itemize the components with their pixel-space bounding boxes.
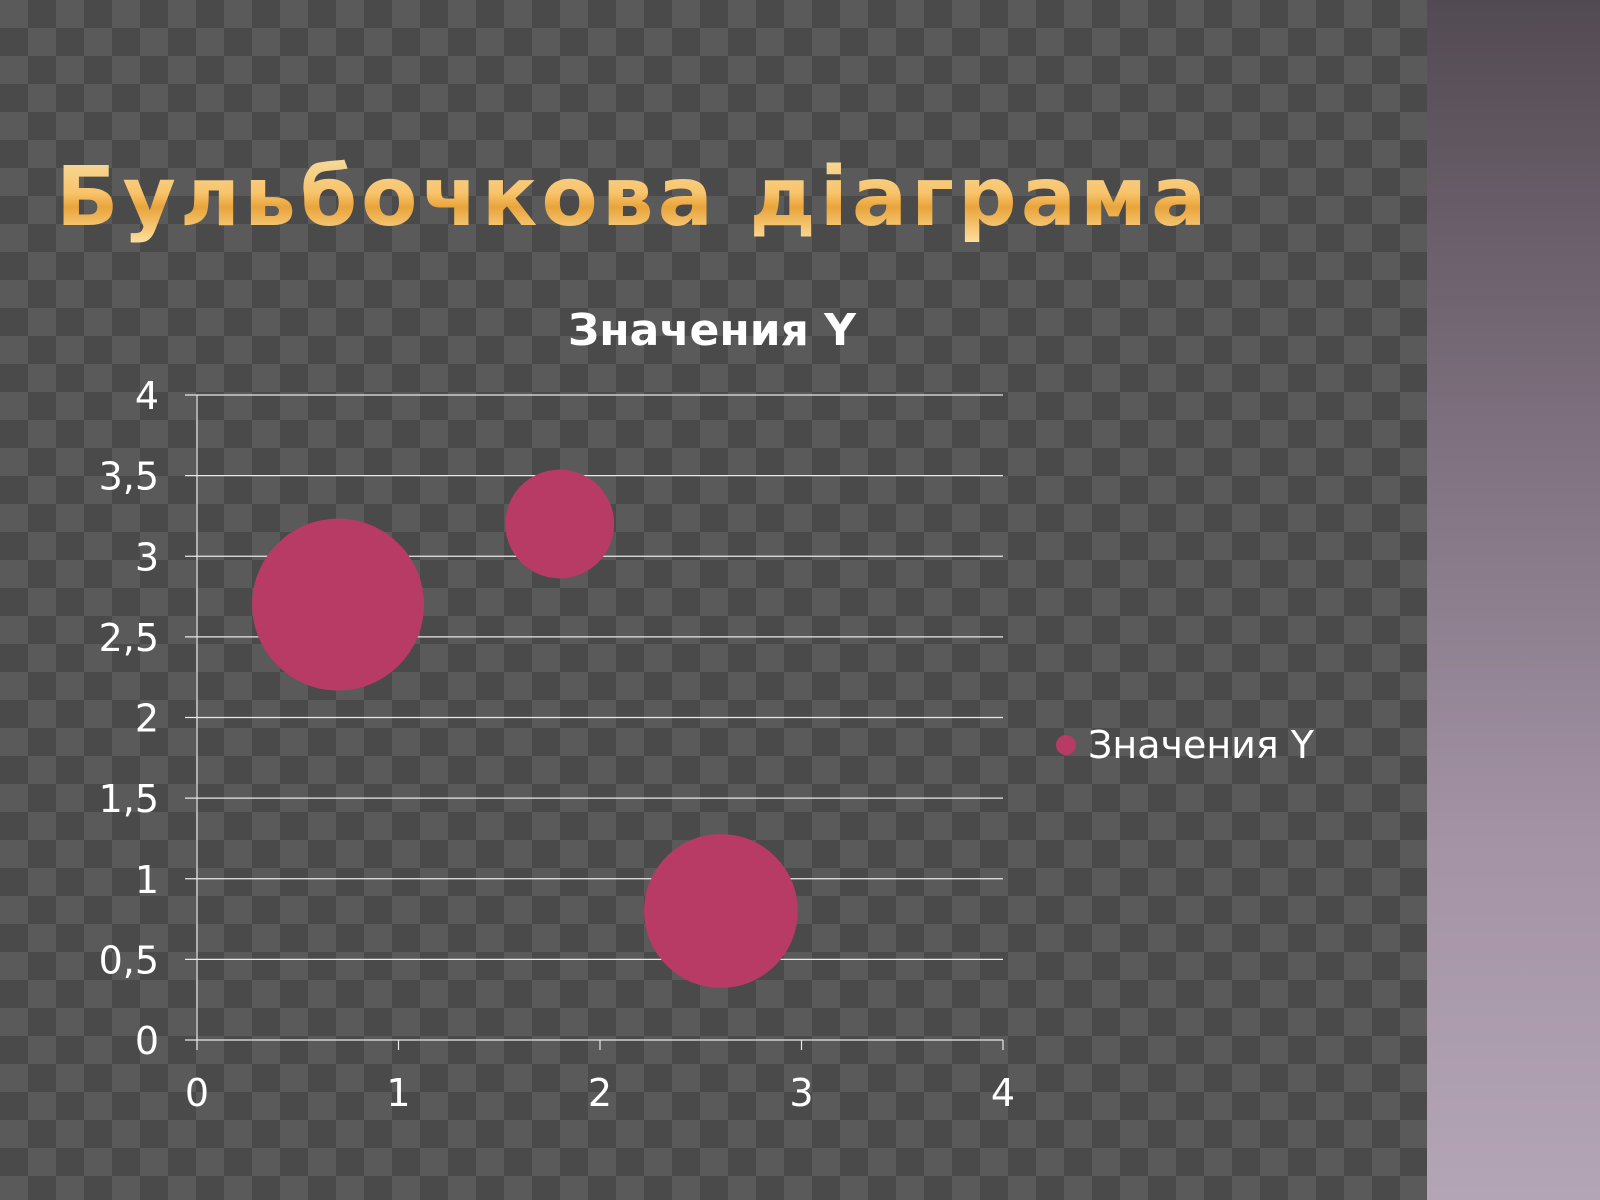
bubble-point bbox=[505, 469, 615, 579]
y-tick-label: 2,5 bbox=[99, 616, 159, 660]
y-tick-label: 0,5 bbox=[99, 938, 159, 982]
chart-title: Значения Y bbox=[568, 305, 857, 356]
y-tick-label: 1,5 bbox=[99, 777, 159, 821]
x-tick-label: 1 bbox=[386, 1071, 410, 1115]
legend: Значения Y bbox=[1056, 723, 1315, 767]
bubble-point bbox=[252, 518, 425, 691]
side-decoration-panel bbox=[1427, 0, 1600, 1200]
x-tick-label: 4 bbox=[991, 1071, 1015, 1115]
y-tick-label: 4 bbox=[135, 374, 159, 418]
slide-title: Бульбочкова діаграма bbox=[56, 150, 1211, 245]
y-tick-label: 3,5 bbox=[99, 455, 159, 499]
bubble-chart: Значения Y 0 0,5 1 1,5 2 2,5 3 3,5 4 0 1 2 3 4 Значен… bbox=[99, 305, 1315, 1115]
bubble-point bbox=[643, 834, 798, 988]
tick-labels: 0 0,5 1 1,5 2 2,5 3 3,5 4 0 1 2 3 4 bbox=[99, 374, 1016, 1115]
x-tick-label: 3 bbox=[789, 1071, 813, 1115]
bubbles bbox=[252, 469, 798, 988]
y-tick-label: 0 bbox=[135, 1019, 159, 1063]
y-tick-label: 3 bbox=[135, 535, 159, 579]
axes bbox=[185, 395, 1004, 1050]
y-tick-label: 1 bbox=[135, 858, 159, 902]
legend-marker bbox=[1056, 735, 1076, 755]
x-tick-label: 0 bbox=[185, 1071, 209, 1115]
x-tick-label: 2 bbox=[588, 1071, 612, 1115]
legend-label: Значения Y bbox=[1088, 723, 1315, 767]
y-tick-label: 2 bbox=[135, 697, 159, 741]
